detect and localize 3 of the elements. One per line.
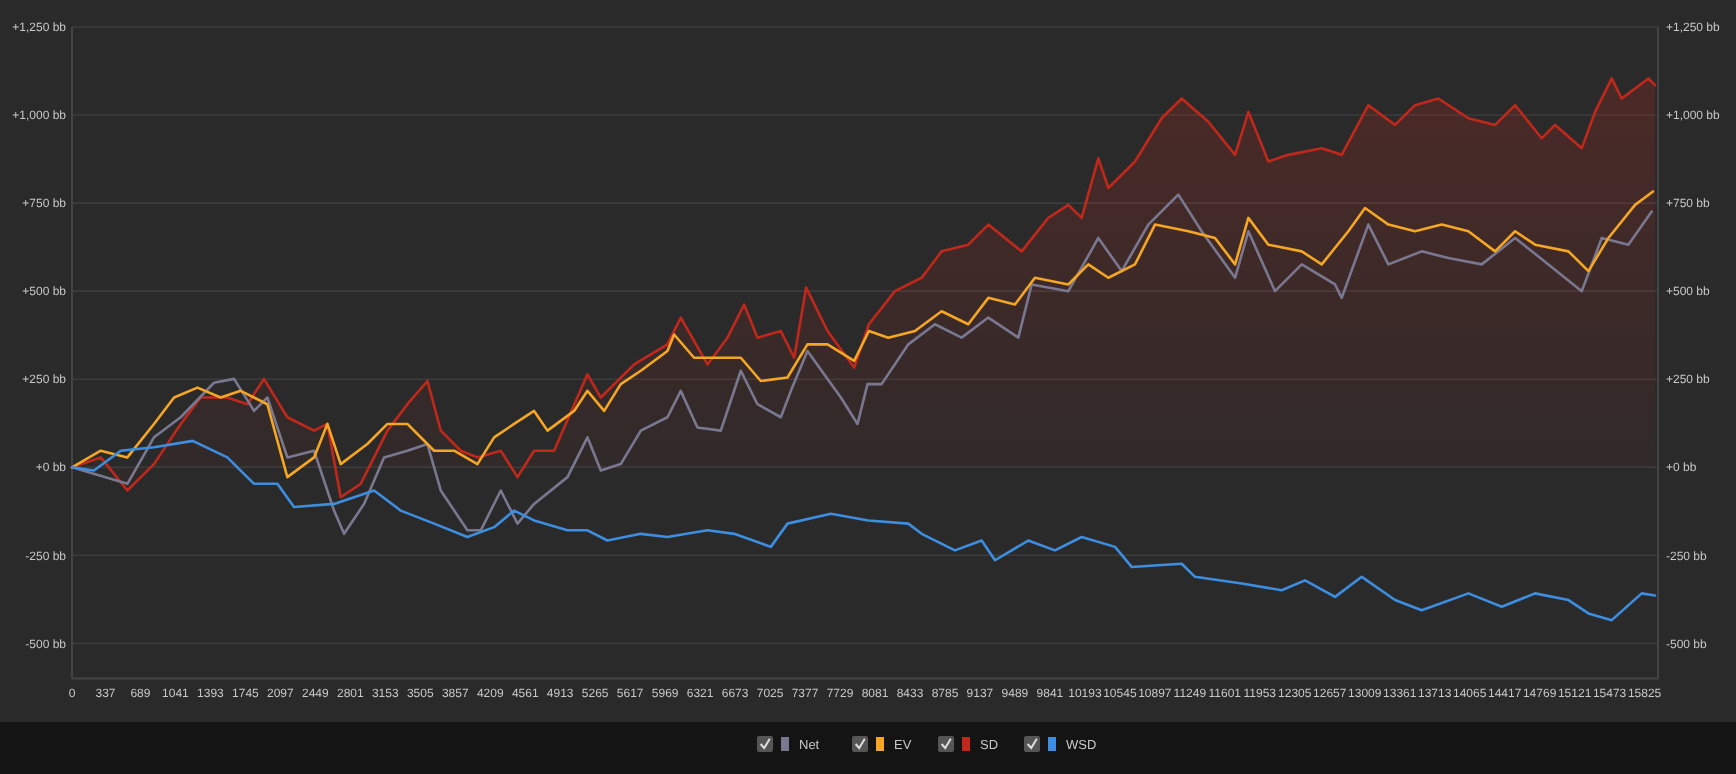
line-series — [70, 193, 1654, 536]
line-series — [70, 439, 1657, 622]
line-series — [70, 190, 1655, 479]
